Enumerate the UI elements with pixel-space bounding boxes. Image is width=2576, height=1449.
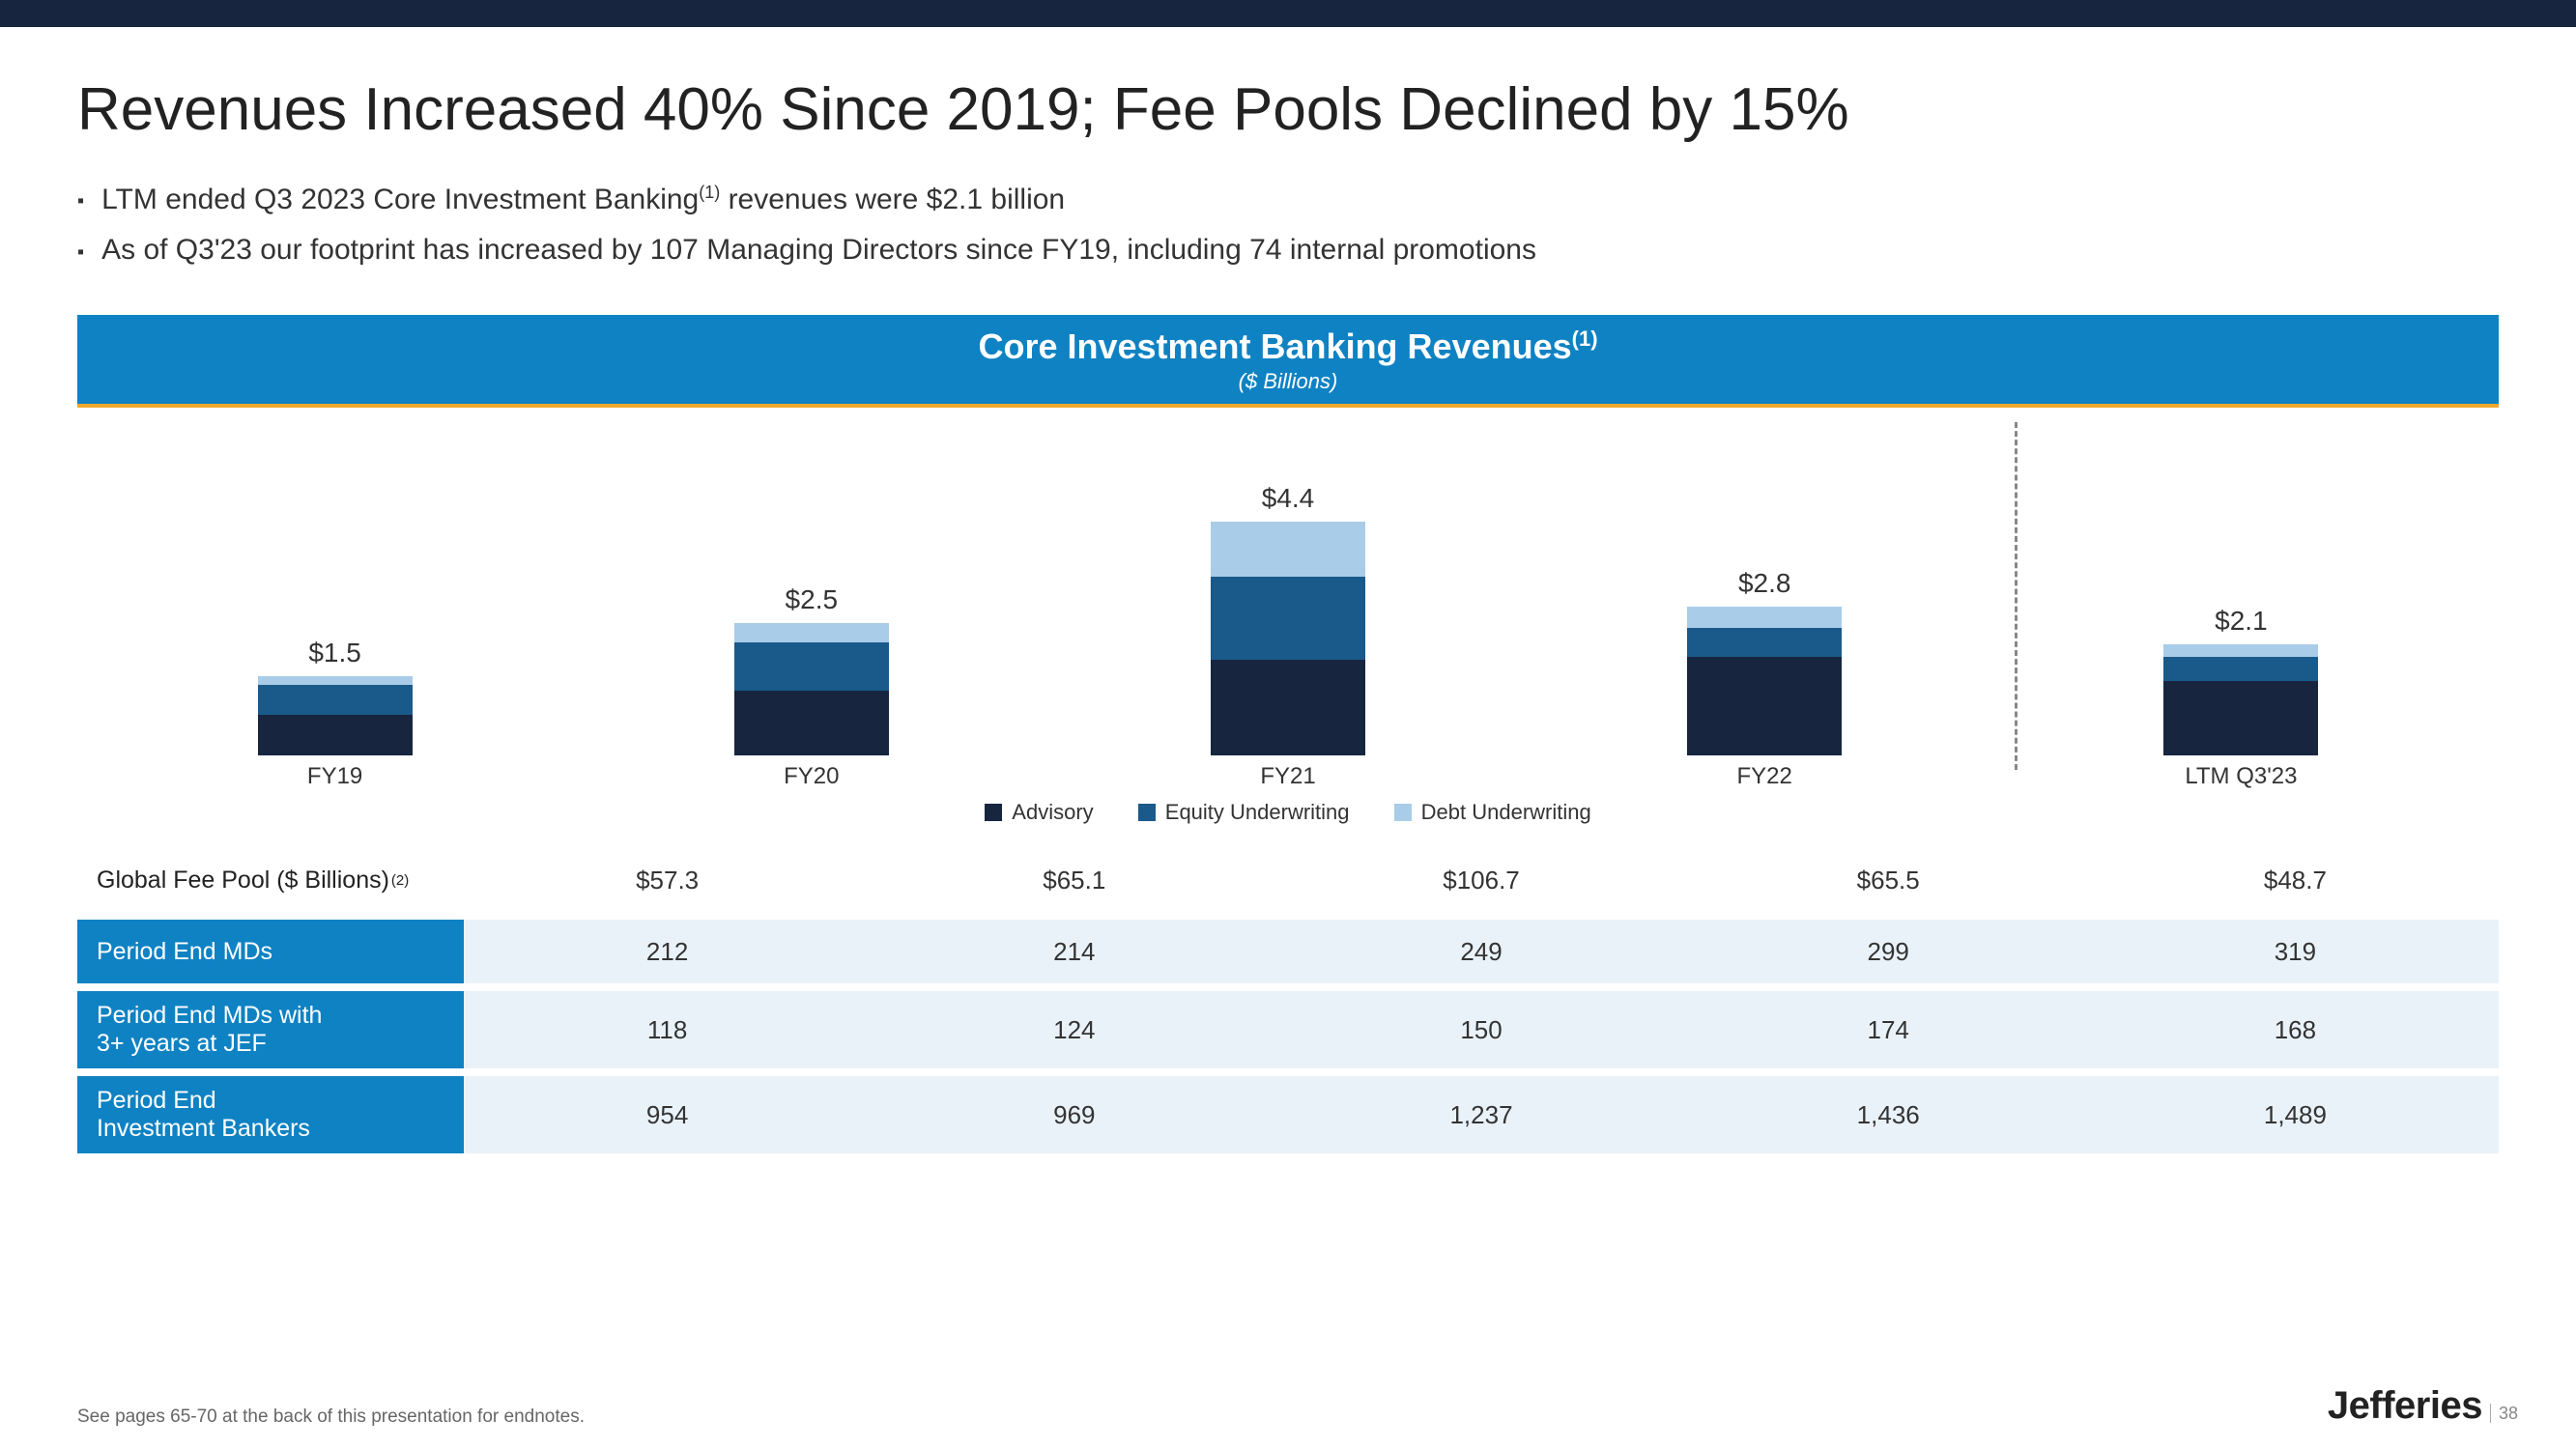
bar-x-label: FY21 (1049, 763, 1526, 790)
table-cell: $106.7 (1277, 848, 1684, 912)
bullet-2-text: As of Q3'23 our footprint has increased … (101, 234, 1536, 267)
bar-x-label: FY22 (1527, 763, 2003, 790)
bar-total-label: $2.1 (2215, 606, 2268, 637)
bar-segment-equity (1687, 628, 1842, 657)
data-table: Global Fee Pool ($ Billions)(2)$57.3$65.… (77, 848, 2499, 1153)
chart-header: Core Investment Banking Revenues(1) ($ B… (77, 315, 2499, 408)
bar-segment-debt (2163, 644, 2318, 658)
bar-segment-debt (258, 676, 413, 685)
bar-slot: $4.4FY21 (1049, 427, 1526, 755)
bar-segment-debt (1687, 607, 1842, 628)
bar-segment-debt (1211, 522, 1365, 577)
chart-header-title: Core Investment Banking Revenues(1) (77, 327, 2499, 367)
bar-x-label: FY20 (573, 763, 1049, 790)
bar-segment-advisory (734, 691, 889, 755)
bar-total-label: $2.5 (786, 584, 839, 615)
table-row: Global Fee Pool ($ Billions)(2)$57.3$65.… (77, 848, 2499, 912)
table-cell: 1,489 (2092, 1076, 2499, 1153)
table-cell: 249 (1277, 920, 1684, 983)
chart-header-sub: ($ Billions) (77, 369, 2499, 394)
table-row-cells: $57.3$65.1$106.7$65.5$48.7 (464, 848, 2499, 912)
legend-swatch-advisory (985, 804, 1002, 821)
table-cell: 1,237 (1277, 1076, 1684, 1153)
table-row-label: Period End Investment Bankers (77, 1076, 464, 1153)
legend-equity: Equity Underwriting (1138, 800, 1350, 825)
footer-brand-block: Jefferies 38 (2328, 1384, 2518, 1428)
table-cell: 954 (464, 1076, 871, 1153)
table-cell: 969 (871, 1076, 1277, 1153)
bar-stack (1687, 607, 1842, 755)
page-number: 38 (2490, 1404, 2518, 1423)
table-cell: 1,436 (1685, 1076, 2092, 1153)
table-cell: 150 (1277, 991, 1684, 1068)
bar-segment-advisory (1211, 660, 1365, 755)
table-row-cells: 212214249299319 (464, 920, 2499, 983)
bullet-1-pre: LTM ended Q3 2023 Core Investment Bankin… (101, 184, 699, 215)
brand-logo: Jefferies (2328, 1384, 2482, 1427)
bar-stack (258, 676, 413, 755)
footer-endnote: See pages 65-70 at the back of this pres… (77, 1406, 585, 1428)
bar-x-label: LTM Q3'23 (2003, 763, 2479, 790)
table-row-cells: 9549691,2371,4361,489 (464, 1076, 2499, 1153)
bullet-1: LTM ended Q3 2023 Core Investment Bankin… (77, 183, 2499, 216)
legend-swatch-debt (1394, 804, 1412, 821)
bar-stack (1211, 522, 1365, 755)
page-title: Revenues Increased 40% Since 2019; Fee P… (77, 75, 2499, 144)
table-cell: 174 (1685, 991, 2092, 1068)
bar-segment-equity (258, 685, 413, 715)
slide-footer: See pages 65-70 at the back of this pres… (77, 1384, 2518, 1428)
bar-total-label: $2.8 (1738, 568, 1791, 599)
bullet-1-post: revenues were $2.1 billion (720, 184, 1065, 215)
bar-total-label: $4.4 (1262, 483, 1315, 514)
bar-segment-advisory (1687, 657, 1842, 755)
bar-segment-debt (734, 623, 889, 643)
table-row: Period End Investment Bankers9549691,237… (77, 1076, 2499, 1153)
table-row: Period End MDs212214249299319 (77, 920, 2499, 983)
bar-segment-equity (2163, 657, 2318, 681)
bar-x-label: FY19 (97, 763, 573, 790)
legend-debt: Debt Underwriting (1394, 800, 1591, 825)
stacked-bar-chart: $1.5FY19$2.5FY20$4.4FY21$2.8FY22$2.1LTM … (77, 427, 2499, 755)
table-cell: 299 (1685, 920, 2092, 983)
table-row-label: Period End MDs (77, 920, 464, 983)
legend-swatch-equity (1138, 804, 1156, 821)
bar-slot: $2.8FY22 (1527, 427, 2003, 755)
chart-legend: Advisory Equity Underwriting Debt Underw… (77, 800, 2499, 827)
bar-segment-equity (734, 642, 889, 691)
table-row-label: Global Fee Pool ($ Billions)(2) (77, 848, 464, 912)
bar-stack (734, 623, 889, 755)
bar-slot: $2.5FY20 (573, 427, 1049, 755)
table-row-label: Period End MDs with 3+ years at JEF (77, 991, 464, 1068)
bar-slot: $1.5FY19 (97, 427, 573, 755)
legend-advisory: Advisory (985, 800, 1093, 825)
table-cell: 214 (871, 920, 1277, 983)
bar-segment-equity (1211, 577, 1365, 660)
bullet-2: As of Q3'23 our footprint has increased … (77, 234, 2499, 267)
bullet-1-sup: (1) (699, 183, 720, 202)
table-cell: $65.5 (1685, 848, 2092, 912)
table-cell: 124 (871, 991, 1277, 1068)
table-cell: $57.3 (464, 848, 871, 912)
bar-segment-advisory (2163, 681, 2318, 755)
table-cell: $65.1 (871, 848, 1277, 912)
table-cell: $48.7 (2092, 848, 2499, 912)
slide-content: Revenues Increased 40% Since 2019; Fee P… (0, 27, 2576, 1153)
bar-segment-advisory (258, 715, 413, 755)
top-bar (0, 0, 2576, 27)
bar-slot: $2.1LTM Q3'23 (2003, 427, 2479, 755)
table-cell: 319 (2092, 920, 2499, 983)
table-cell: 118 (464, 991, 871, 1068)
bullet-list: LTM ended Q3 2023 Core Investment Bankin… (77, 183, 2499, 267)
table-cell: 168 (2092, 991, 2499, 1068)
table-cell: 212 (464, 920, 871, 983)
bar-total-label: $1.5 (308, 638, 361, 668)
table-row: Period End MDs with 3+ years at JEF11812… (77, 991, 2499, 1068)
table-row-cells: 118124150174168 (464, 991, 2499, 1068)
bar-stack (2163, 644, 2318, 756)
